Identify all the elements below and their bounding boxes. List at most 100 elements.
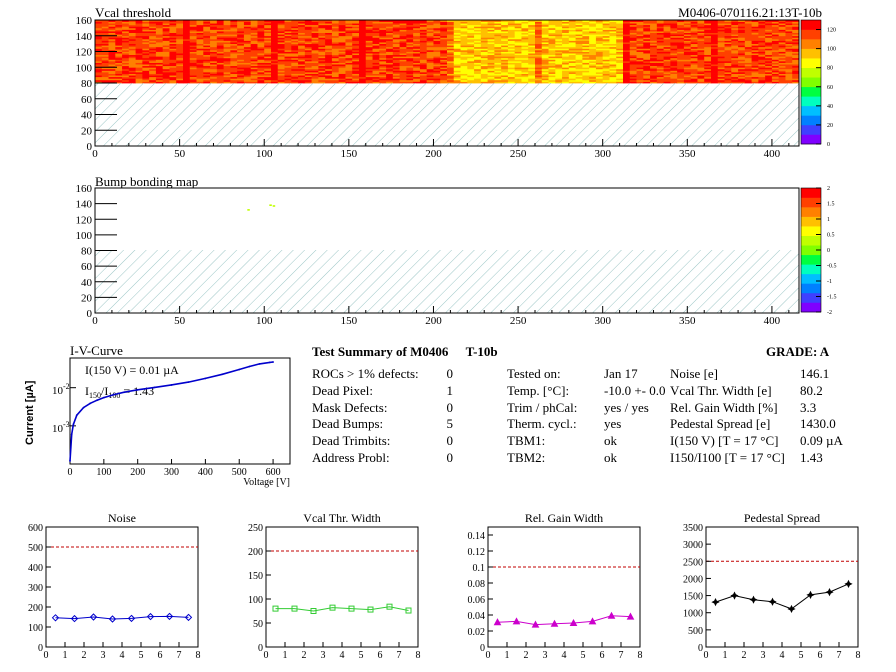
vcal-cell (325, 56, 333, 59)
vcal-cell (284, 27, 292, 30)
vcal-cell (311, 73, 319, 76)
vcal-cell (440, 49, 448, 52)
vcal-cell (738, 51, 746, 54)
vcal-cell (568, 64, 577, 67)
vcal-cell (650, 56, 658, 59)
vcal-cell (670, 67, 678, 70)
vcal-cell (562, 68, 570, 71)
vcal-cell (338, 76, 346, 79)
summary-value: 1.43 (800, 450, 823, 465)
vcal-cell (501, 76, 509, 79)
vcal-cell (751, 23, 759, 26)
vcal-cell (216, 59, 225, 62)
vcal-cell (792, 79, 800, 82)
vcal-cell (731, 79, 739, 82)
vcal-cell (433, 29, 441, 32)
vcal-cell (541, 51, 549, 54)
vcal-cell (426, 76, 434, 79)
vcal-cell (210, 81, 218, 84)
vcal-cell (257, 65, 265, 68)
vcal-cell (365, 20, 373, 22)
vcal-cell (440, 23, 448, 26)
vcal-cell (751, 68, 759, 71)
vcal-cell (271, 20, 279, 22)
vcal-cell (345, 64, 353, 67)
vcal-cell (331, 21, 340, 24)
vcal-cell (338, 21, 346, 24)
small-ytick-label: 500 (688, 626, 703, 637)
small-ytick-label: 0 (38, 643, 43, 654)
vcal-cell (338, 75, 346, 78)
vcal-cell (724, 59, 732, 62)
vcal-cell (744, 38, 753, 41)
vcal-cell (724, 35, 732, 38)
small-ytick-label: 250 (248, 523, 263, 534)
vcal-cell (433, 76, 441, 79)
vcal-cell (162, 51, 170, 54)
vcal-cell (291, 78, 299, 81)
vcal-cell (419, 75, 428, 78)
vcal-cell (697, 40, 705, 43)
vcal-cell (602, 35, 610, 38)
vcal-cell (514, 48, 522, 51)
vcal-cell (345, 75, 353, 78)
vcal-cell (277, 51, 285, 54)
vcal-cell (744, 78, 753, 81)
vcal-cell (582, 75, 590, 78)
vcal-cell (115, 48, 123, 51)
vcal-cell (507, 49, 516, 52)
vcal-cell (338, 54, 346, 57)
vcal-cell (521, 37, 529, 40)
vcal-cell (372, 34, 380, 37)
small-ytick-label: 0 (698, 643, 703, 654)
vcal-cell (237, 24, 245, 27)
vcal-cell (176, 20, 184, 22)
vcal-cell (162, 38, 170, 41)
vcal-cell (453, 54, 461, 57)
vcal-cell (744, 67, 753, 70)
vcal-cell (176, 26, 184, 29)
vcal-cell (751, 81, 759, 84)
small-plot-frame (487, 526, 641, 648)
vcal-cell (697, 70, 705, 73)
vcal-cell (582, 46, 590, 49)
vcal-cell (480, 42, 489, 45)
vcal-cell (203, 78, 211, 81)
vcal-cell (514, 53, 522, 56)
vcal-cell (392, 46, 401, 49)
vcal-cell (562, 40, 570, 43)
vcal-cell (284, 23, 292, 26)
module-id-label: M0406-070116.21:13T-10b (678, 5, 822, 20)
vcal-cell (257, 32, 265, 35)
vcal-cell (365, 38, 373, 41)
vcal-cell (264, 48, 272, 51)
vcal-cell (656, 32, 665, 35)
vcal-cell (237, 81, 245, 84)
vcal-cell (548, 62, 556, 65)
vcal-cell (345, 49, 353, 52)
vcal-cell (331, 32, 340, 35)
summary-label: TBM1: (507, 433, 546, 449)
vcal-cell (189, 35, 197, 38)
vcal-xtick-label: 50 (174, 148, 186, 160)
vcal-cell (609, 78, 617, 81)
vcal-cell (494, 51, 502, 54)
vcal-cell (690, 54, 698, 57)
vcal-cell (575, 37, 583, 40)
vcal-cell (697, 54, 705, 57)
vcal-cell (623, 67, 631, 70)
vcal-cell (203, 31, 211, 33)
vcal-cell (744, 54, 753, 57)
vcal-cell (670, 34, 678, 37)
vcal-cell (467, 23, 475, 26)
vcal-cell (528, 23, 536, 26)
vcal-cell (264, 78, 272, 81)
vcal-cell (223, 71, 231, 74)
vcal-cell (115, 79, 123, 82)
vcal-cell (501, 37, 509, 40)
vcal-cell (656, 71, 665, 74)
bump-scale-band (801, 245, 821, 256)
vcal-cell (413, 78, 421, 81)
vcal-cell (372, 38, 380, 41)
